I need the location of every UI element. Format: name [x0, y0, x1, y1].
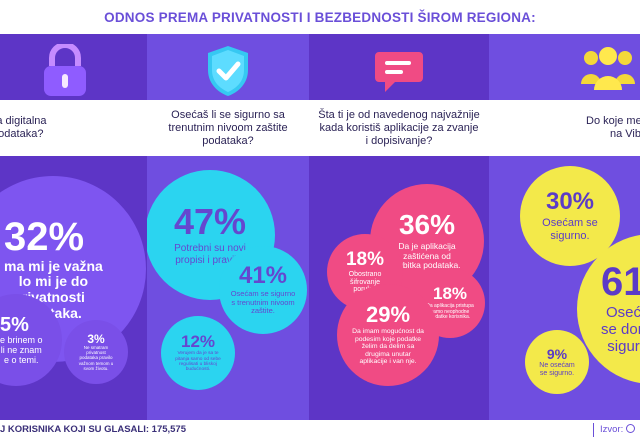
- question-line: atnost podataka?: [0, 128, 44, 140]
- bubble-text-line: se don: [601, 321, 640, 339]
- bubble-text-line: šifrovanje: [350, 278, 380, 286]
- bubble-text-line: zaštićena od: [403, 250, 451, 261]
- bubble-text-line: pitanja samo od sebe: [175, 356, 221, 362]
- bubble-text-line: e brinem o: [0, 334, 43, 345]
- bubble-value: 29%: [365, 301, 411, 327]
- bubble-text-line: e o temi.: [4, 355, 39, 366]
- bubble-value: 32%: [4, 214, 85, 259]
- bubble-text-line: regulisati u bliskoj: [179, 362, 217, 367]
- bubble-text-line: budućnosti.: [185, 367, 211, 373]
- column-security-feeling: Osećaš li se sigurno sa trenutnim nivoom …: [147, 34, 309, 420]
- bubble-text-line: drugima unutar: [365, 350, 411, 358]
- question-band: Osećaš li se sigurno sa trenutnim nivoom …: [147, 100, 309, 156]
- bubble-text-line: Verujem da je sa te: [177, 351, 219, 357]
- bubble-text-line: podesim koje podatke: [354, 335, 422, 343]
- chat-bubble-icon: [373, 44, 425, 101]
- bubble-text-line: Osećam se sigurno: [230, 289, 296, 299]
- column-app-priorities: Šta ti je od navedenog najvažnije kada ko…: [309, 34, 489, 420]
- question-line: i je važna digitalna: [0, 115, 47, 127]
- question-line: kada koristiš aplikacije za zvanje: [319, 121, 479, 134]
- bubble-value: 36%: [398, 209, 456, 241]
- bubble-text-line: podatke korisnika.: [429, 314, 471, 321]
- question-line: Osećaš li se sigurno sa: [171, 108, 285, 121]
- shield-check-icon: [205, 44, 251, 103]
- bubble-text-line: lo mi je do: [18, 273, 89, 290]
- bubble-text-line: želim da delim sa: [361, 343, 415, 351]
- footer-source-label: Izvor:: [600, 424, 624, 435]
- question-line: trenutnim nivoom zaštite: [168, 121, 288, 134]
- bubble-value: 18%: [345, 248, 385, 270]
- bubble-value: 47%: [173, 201, 247, 243]
- bubble-value: 5%: [0, 313, 29, 336]
- question-line: podataka?: [202, 134, 254, 147]
- bubble-text-line: svom životu.: [83, 365, 109, 371]
- question-line: na Viberu?: [609, 128, 640, 140]
- bubble-text-line: se sigurno.: [539, 369, 575, 377]
- bubble-29: 29% Da imam mogućnost da podesim koje po…: [337, 284, 439, 386]
- bubble-41: 41% Osećam se sigurno s trenutnim nivoom…: [219, 246, 307, 334]
- bubble-text-line: zaštite.: [251, 306, 275, 316]
- question-band: Do koje mere se osena Viberu?: [489, 100, 640, 156]
- bubble-text-line: sigurno.: [550, 229, 590, 242]
- bubble-text-line: gubitka podataka.: [393, 260, 461, 271]
- bubble-text-line: propisi i pravila.: [175, 254, 245, 266]
- question-band: Šta ti je od navedenog najvažnije kada ko…: [309, 100, 489, 156]
- viber-icon: [626, 424, 636, 433]
- bubble-value: 18%: [432, 284, 468, 304]
- users-icon: [579, 44, 637, 97]
- bubble-text-line: Da aplikacija pristupa: [426, 303, 474, 310]
- bubble-text-line: Da imam mogućnost da: [352, 327, 424, 335]
- bubble-text-line: ma mi je važna: [4, 257, 103, 274]
- bubble-value: 9%: [546, 345, 568, 362]
- bubble-value: 41%: [238, 262, 288, 290]
- bubble-value: 61: [601, 260, 640, 305]
- footer-voters-count: J KORISNIKA KOJI SU GLASALI: 175,575: [0, 424, 187, 435]
- bubble-value: 3%: [87, 332, 105, 347]
- bubble-text-line: Da je aplikacija: [398, 241, 456, 252]
- bubble-text-line: li ne znam: [0, 344, 42, 355]
- bubble-text-line: s trenutnim nivoom: [231, 297, 295, 307]
- page-title: ODNOS PREMA PRIVATNOSTI I BEZBEDNOSTI ŠI…: [104, 9, 536, 25]
- bubble-text-line: Ne smatram: [83, 345, 109, 351]
- question-line: Šta ti je od navedenog najvažnije: [318, 108, 480, 121]
- question-line: i dopisivanje?: [365, 134, 433, 147]
- bubble-text-line: podataka pravilo: [79, 355, 113, 361]
- bubble-text-line: Obostrano: [348, 270, 382, 278]
- bubble-text-line: sigur: [607, 337, 640, 355]
- question-band: i je važna digitalnaatnost podataka?: [0, 100, 147, 156]
- question-line: Do koje mere se ose: [586, 115, 640, 127]
- column-privacy-importance: i je važna digitalnaatnost podataka? 32%…: [0, 34, 147, 420]
- bubble-text-line: Oseć: [606, 304, 640, 322]
- bubble-value: 12%: [180, 332, 216, 352]
- bubble-text-line: Osećam se: [542, 217, 598, 230]
- footer-divider: [593, 423, 594, 437]
- column-viber-security: Do koje mere se osena Viberu? 30% Osećam…: [489, 34, 640, 420]
- bubble-text-line: privatnost: [86, 350, 106, 356]
- lock-icon: [40, 42, 90, 103]
- bubble-value: 30%: [545, 188, 595, 216]
- bubble-text-line: Ne osećam: [539, 361, 575, 369]
- footer-source: Izvor:: [600, 424, 636, 435]
- footer: J KORISNIKA KOJI SU GLASALI: 175,575 Izv…: [0, 420, 640, 440]
- bubble-text-line: važnom temom u: [78, 360, 114, 366]
- bubble-30: 30% Osećam se sigurno.: [520, 166, 620, 266]
- bubble-9: 9% Ne osećam se sigurno.: [525, 330, 589, 394]
- bubble-12: 12% Verujem da je sa te pitanja samo od …: [161, 316, 235, 390]
- bubble-text-line: samo neophodne: [430, 308, 470, 315]
- bubble-text-line: Potrebni su novi: [174, 243, 246, 255]
- bubble-3: 3% Ne smatram privatnost podataka pravil…: [64, 320, 128, 384]
- bubble-text-line: aplikacije i van nje.: [359, 358, 417, 366]
